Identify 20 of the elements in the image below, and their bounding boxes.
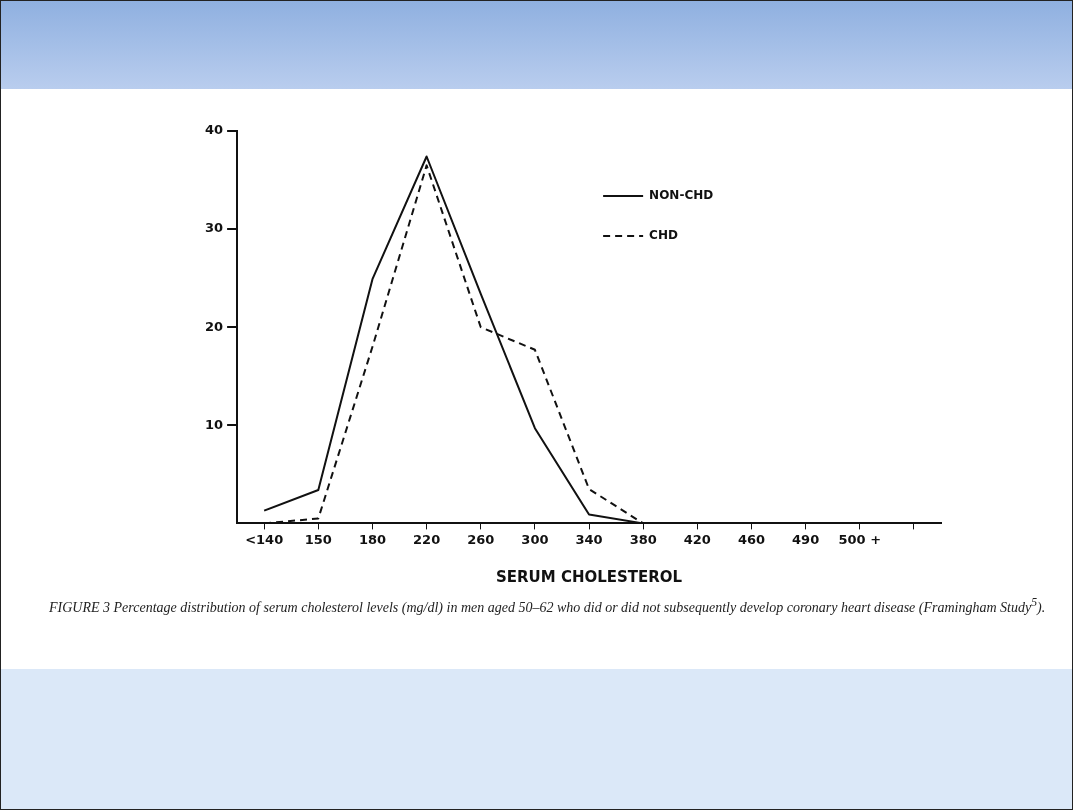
y-tick-label: 40 [205,122,224,138]
x-tick-label: 150 [304,531,332,547]
legend-label: CHD [649,228,678,243]
legend-label: NON-CHD [649,188,714,203]
y-tick-label: 20 [205,318,224,334]
x-tick-label: 500 + [838,531,882,547]
caption: FIGURE 3 Percentage distribution of serum cholesterol levels (mg/dl) in men aged 50–62 who did or did not subsequently develop coronary heart disease (Framingham Study$^{5}$). [49,595,1047,617]
x-tick-label: 490 [792,531,820,547]
x-tick-label: 260 [467,531,495,547]
x-axis-title: SERUM CHOLESTEROL [495,567,683,586]
x-tick-label: 220 [413,531,441,547]
y-tick-label: 10 [205,416,224,432]
y-tick-label: 30 [205,220,224,236]
x-tick-label: 460 [737,531,766,547]
x-tick-label: 380 [629,531,657,547]
x-tick-label: 180 [358,531,387,547]
x-tick-label: 340 [575,531,603,547]
x-tick-label: <140 [245,531,284,547]
x-tick-label: 420 [683,531,711,547]
x-tick-label: 300 [521,531,549,547]
